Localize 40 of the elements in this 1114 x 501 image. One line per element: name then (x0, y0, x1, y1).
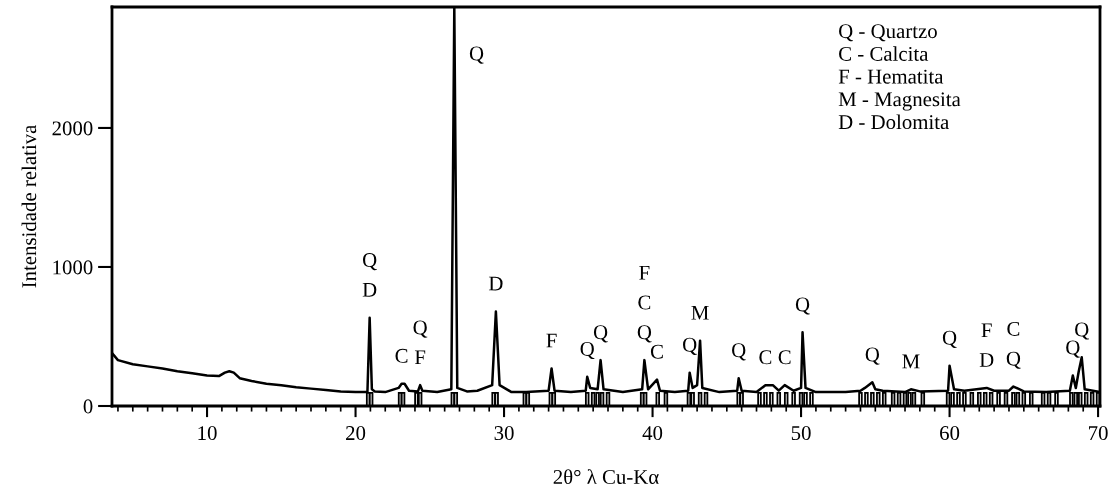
annotation: F C Q (637, 265, 652, 343)
x-tick-label: 40 (642, 426, 663, 441)
annotation: C (759, 350, 772, 365)
annotation: D (488, 276, 503, 291)
annotation: M - Magnesita (838, 92, 961, 111)
annotation: Q (865, 347, 880, 365)
x-tick-label: 30 (494, 426, 514, 441)
y-axis-title: Intensidade relativa (21, 124, 37, 288)
annotation: Q (732, 343, 746, 361)
x-tick-label: 10 (198, 426, 217, 441)
y-tick-label: 0 (83, 399, 93, 414)
annotation: Q (683, 337, 697, 355)
annotation: Q (1075, 322, 1089, 340)
annotation: Q (580, 341, 595, 360)
annotation: C - Calcita (839, 46, 929, 61)
x-tick-label: 50 (791, 426, 811, 441)
annotation: Q D (362, 253, 377, 297)
x-tick-label: 20 (346, 426, 366, 441)
annotation: M (902, 354, 920, 369)
x-tick-label: 60 (940, 426, 960, 441)
annotation: F D (979, 323, 994, 367)
annotation: C (395, 348, 408, 363)
annotation: C Q (1006, 321, 1021, 369)
annotation: Q (1066, 340, 1080, 358)
annotation: C (778, 350, 791, 365)
y-tick-label: 2000 (52, 121, 93, 136)
annotation: D - Dolomita (838, 114, 949, 130)
annotation: Q (469, 46, 484, 64)
annotation: F - Hematita (838, 69, 944, 84)
annotation: Q (942, 330, 957, 348)
annotation: C (650, 344, 663, 359)
x-axis-title: 2θ° λ Cu-Kα (553, 469, 659, 484)
annotation: M (691, 305, 709, 320)
annotation: Q (593, 325, 608, 343)
annotation: Q F (413, 320, 428, 365)
annotation: F (546, 333, 557, 348)
x-tick-label: 70 (1089, 426, 1108, 441)
y-tick-label: 1000 (53, 260, 93, 275)
annotation: Q (795, 297, 810, 315)
annotation: Q - Quartzo (839, 24, 937, 42)
